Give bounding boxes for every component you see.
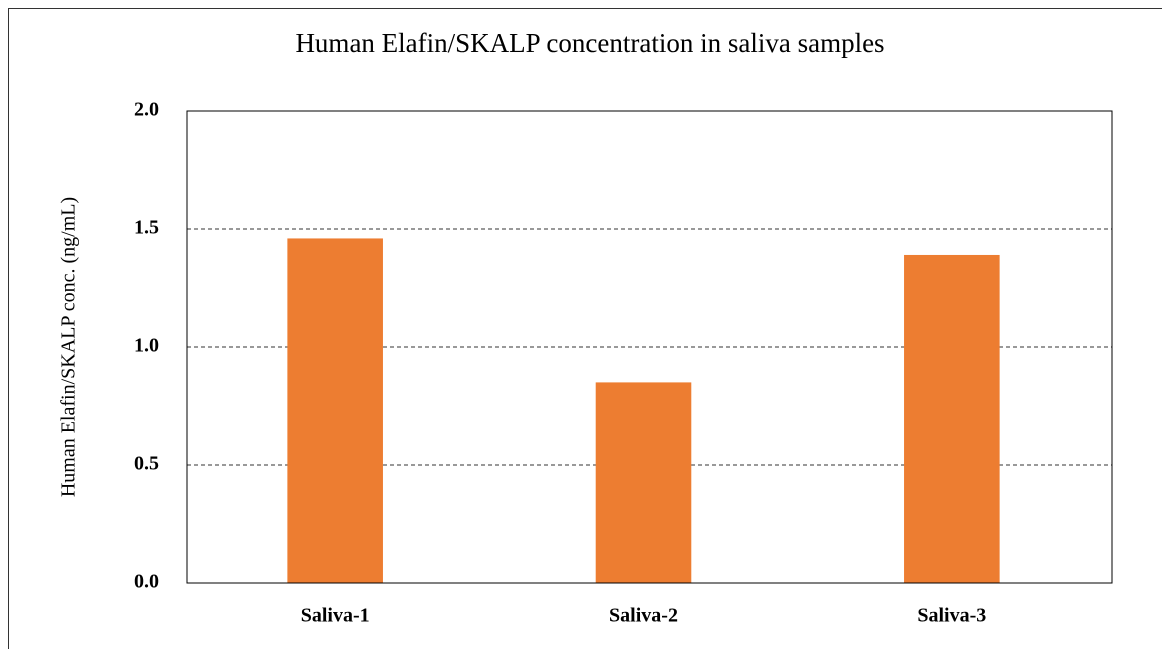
- bar: [287, 238, 383, 583]
- bar: [904, 254, 1000, 583]
- chart-frame: [8, 8, 1162, 649]
- bar: [595, 382, 692, 583]
- plot-frame: [186, 110, 1113, 584]
- x-tick-label: Saliva-3: [917, 605, 986, 627]
- x-tick-label: Saliva-2: [609, 605, 678, 627]
- y-tick-label: 0.5: [134, 453, 159, 475]
- y-axis-label: Human Elafin/SKALP conc. (ng/mL): [58, 197, 80, 497]
- y-tick-label: 0.0: [134, 571, 159, 593]
- x-tick-label: Saliva-1: [301, 605, 370, 627]
- y-tick-label: 1.0: [134, 335, 159, 357]
- chart-title: Human Elafin/SKALP concentration in sali…: [295, 28, 884, 58]
- y-tick-label: 2.0: [134, 99, 159, 121]
- y-tick-label: 1.5: [134, 217, 159, 239]
